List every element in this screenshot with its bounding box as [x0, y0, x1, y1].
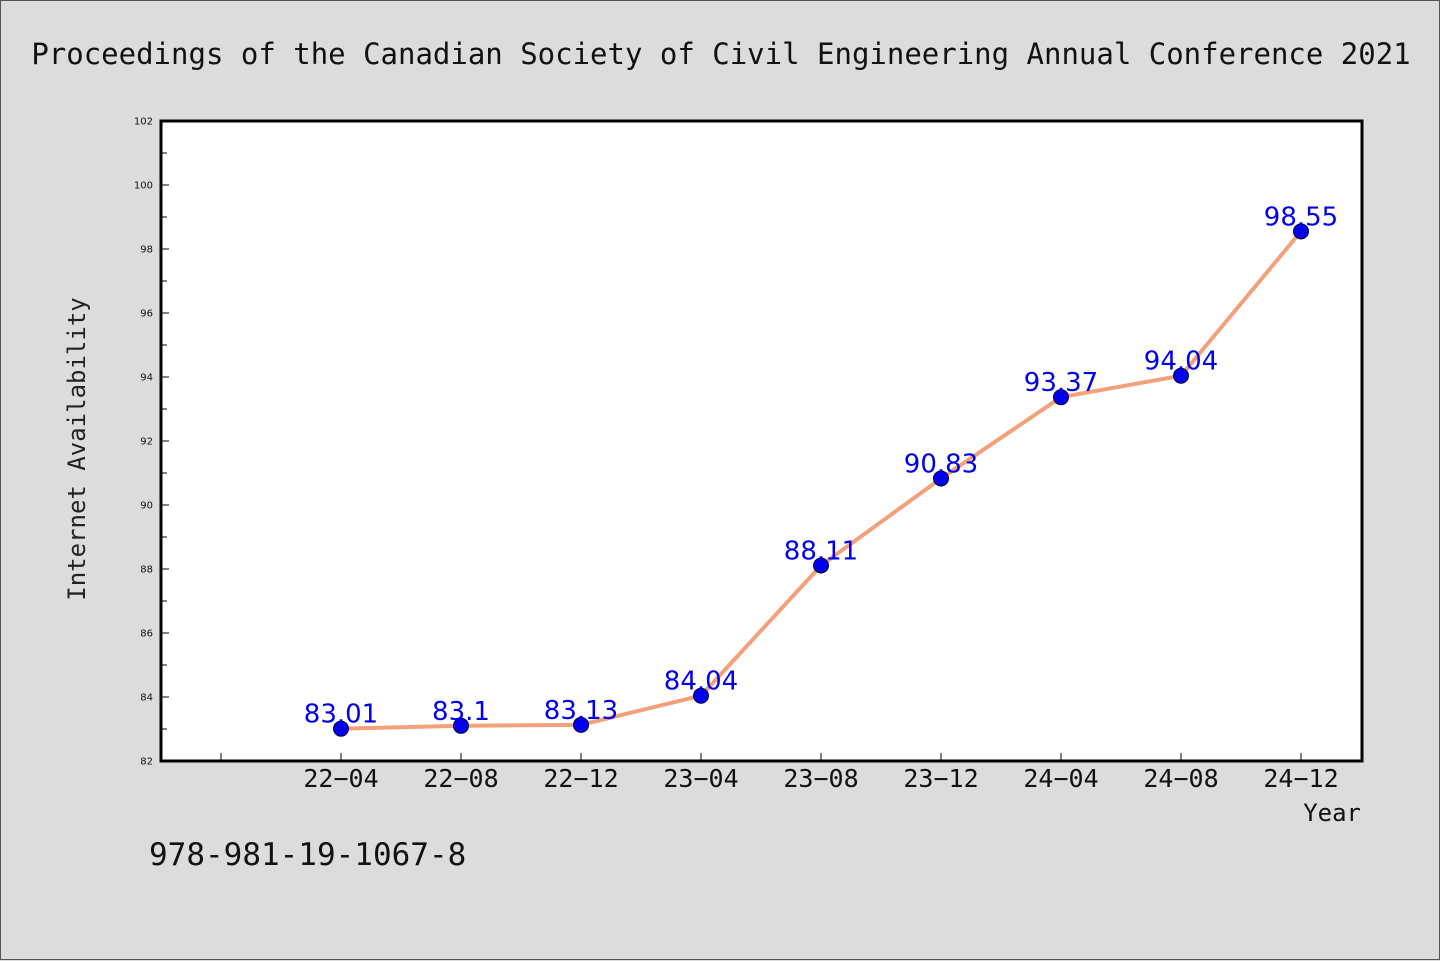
- data-labels-group: 83.01 83.1 83.13 84.04 88.11 90.83 93.37 94.04 9…: [304, 202, 1338, 729]
- data-point: [1173, 367, 1189, 384]
- data-point: [1053, 389, 1069, 406]
- data-point: [933, 470, 949, 487]
- y-tick-label: 84: [140, 693, 153, 704]
- y-tick-label: 96: [140, 309, 153, 320]
- data-label: 84.04: [664, 667, 738, 697]
- x-tick-label: 23−04: [663, 764, 738, 793]
- data-point: [333, 720, 349, 737]
- data-point: [453, 717, 469, 734]
- x-tick-label: 22−04: [303, 764, 378, 793]
- data-label: 83.1: [432, 697, 490, 727]
- data-point: [693, 687, 709, 704]
- x-tick-label: 24−08: [1143, 764, 1218, 793]
- x-tick-label: 23−08: [783, 764, 858, 793]
- y-tick-label: 92: [140, 437, 153, 448]
- data-label: 83.13: [544, 696, 618, 726]
- plot-area: [159, 119, 1364, 763]
- data-point: [573, 716, 589, 733]
- series-group: [333, 223, 1309, 737]
- data-label: 94.04: [1144, 347, 1218, 377]
- data-label: 90.83: [904, 449, 978, 479]
- isbn-footer: 978-981-19-1067-8: [149, 837, 466, 873]
- y-tick-label: 86: [140, 629, 153, 640]
- x-axis: 22−04 22−08 22−12 23−04 23−08 23−12 24−04 24−08…: [220, 753, 1339, 793]
- page-header: Proceedings of the Canadian Society of C…: [31, 37, 1410, 71]
- y-axis-label: Internet Availability: [63, 297, 91, 600]
- y-tick-label: 100: [134, 181, 153, 192]
- data-point: [813, 557, 829, 574]
- data-label: 98.55: [1264, 202, 1338, 232]
- data-point: [1293, 223, 1309, 240]
- data-label: 93.37: [1024, 368, 1098, 398]
- y-tick-label: 90: [140, 501, 153, 512]
- data-label: 83.01: [304, 700, 378, 730]
- y-tick-label: 94: [140, 373, 153, 384]
- data-label: 88.11: [784, 536, 858, 566]
- x-tick-label: 24−04: [1023, 764, 1098, 793]
- x-tick-label: 22−08: [423, 764, 498, 793]
- x-tick-label: 22−12: [543, 764, 618, 793]
- y-tick-label: 82: [140, 757, 153, 768]
- x-tick-label: 23−12: [903, 764, 978, 793]
- y-tick-label: 102: [134, 117, 153, 128]
- x-axis-label: Year: [1303, 799, 1361, 827]
- y-tick-label: 88: [140, 565, 153, 576]
- y-tick-label: 98: [140, 245, 153, 256]
- y-axis: 82 84 86 88 90 92 94 96 98 100 102: [134, 117, 169, 768]
- x-tick-label: 24−12: [1263, 764, 1338, 793]
